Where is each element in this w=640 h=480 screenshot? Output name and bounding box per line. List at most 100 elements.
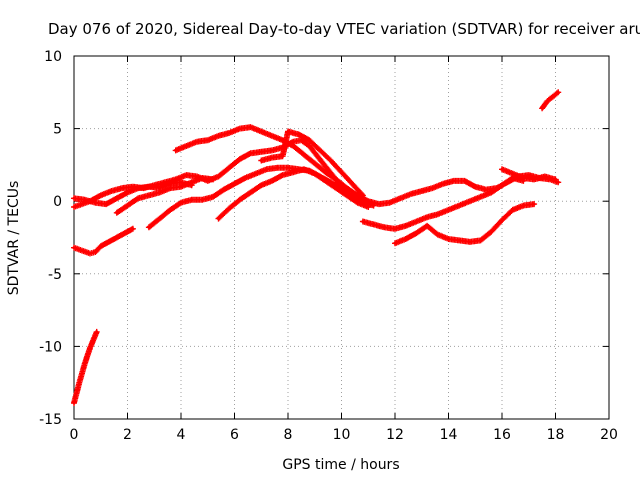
series-track-9 (258, 128, 366, 199)
data-point (211, 177, 215, 181)
data-point (270, 156, 274, 160)
data-point (315, 154, 319, 158)
data-point (484, 188, 488, 192)
data-point (356, 201, 360, 205)
data-point (190, 198, 194, 202)
data-point (136, 186, 140, 190)
data-point (463, 179, 467, 183)
data-point (195, 140, 199, 144)
data-point (554, 177, 557, 181)
data-point (158, 186, 162, 190)
data-point (551, 95, 555, 99)
data-point (259, 159, 263, 163)
x-tick-label: 16 (493, 427, 511, 443)
data-point (281, 173, 285, 177)
y-axis-label: SDTVAR / TECUs (6, 181, 22, 296)
data-point (243, 176, 247, 180)
data-point (259, 130, 263, 134)
data-point (120, 186, 124, 190)
data-point (532, 177, 536, 181)
data-point (249, 151, 253, 155)
x-tick-label: 18 (547, 427, 565, 443)
data-point (238, 198, 242, 202)
data-point (291, 170, 295, 174)
data-point (500, 167, 504, 171)
data-point (77, 381, 81, 385)
data-point (382, 225, 386, 229)
data-point (366, 205, 370, 209)
series-track-8 (215, 166, 372, 222)
data-point (479, 195, 483, 199)
x-tick-label: 2 (123, 427, 132, 443)
y-tick-label: 5 (53, 122, 62, 138)
x-tick-label: 14 (440, 427, 458, 443)
x-tick-label: 10 (333, 427, 351, 443)
data-point (468, 199, 472, 203)
data-point (174, 148, 178, 152)
data-point (184, 144, 188, 148)
data-point (109, 189, 113, 193)
data-point (72, 401, 76, 405)
x-axis-ticks: 0 2 4 6 8 10 12 14 16 18 20 (70, 56, 618, 443)
series-markers (71, 225, 136, 257)
series-track-10 (359, 175, 527, 232)
series-track-11 (392, 201, 538, 247)
data-point (457, 204, 461, 208)
series-track-12 (499, 166, 559, 183)
data-point (361, 193, 365, 197)
data-point (270, 179, 274, 183)
data-point (93, 250, 97, 254)
y-tick-label: 10 (44, 49, 62, 65)
data-point (206, 138, 210, 142)
data-point (200, 198, 204, 202)
chart-title: Day 076 of 2020, Sidereal Day-to-day VTE… (48, 20, 640, 38)
data-point (340, 170, 343, 174)
data-point (254, 172, 258, 176)
data-point (95, 330, 99, 334)
series-markers (215, 166, 372, 222)
x-tick-label: 0 (70, 427, 79, 443)
series-track-2 (71, 225, 136, 257)
data-point (227, 206, 231, 210)
data-point (398, 196, 402, 200)
data-point (313, 161, 317, 165)
data-point (136, 196, 140, 200)
data-point (323, 170, 327, 174)
data-point (545, 99, 549, 103)
data-point (99, 193, 103, 197)
data-point (259, 183, 263, 187)
data-point (393, 227, 397, 231)
data-point (109, 238, 113, 242)
data-point (83, 198, 87, 202)
data-point (511, 172, 515, 176)
data-point (211, 195, 215, 199)
data-point (184, 173, 188, 177)
data-point (543, 175, 547, 179)
series-track-7 (145, 164, 377, 231)
data-point (372, 222, 376, 226)
data-point (270, 148, 274, 152)
data-point (302, 153, 306, 157)
series-track-13 (539, 89, 562, 112)
data-point (131, 227, 135, 231)
data-point (80, 202, 84, 206)
data-point (72, 205, 76, 209)
data-point (556, 90, 560, 94)
series-markers (71, 328, 100, 406)
data-point (334, 177, 338, 181)
data-point (291, 144, 295, 148)
data-point (216, 217, 220, 221)
data-point (500, 218, 504, 222)
data-point (93, 201, 97, 205)
data-point (179, 185, 183, 189)
data-point (147, 193, 151, 197)
data-point (500, 183, 504, 187)
data-point (270, 134, 274, 138)
data-point (238, 157, 242, 161)
data-point (249, 190, 253, 194)
x-tick-label: 6 (230, 427, 239, 443)
data-point (126, 204, 129, 208)
data-point (511, 176, 515, 180)
data-point (334, 186, 338, 190)
